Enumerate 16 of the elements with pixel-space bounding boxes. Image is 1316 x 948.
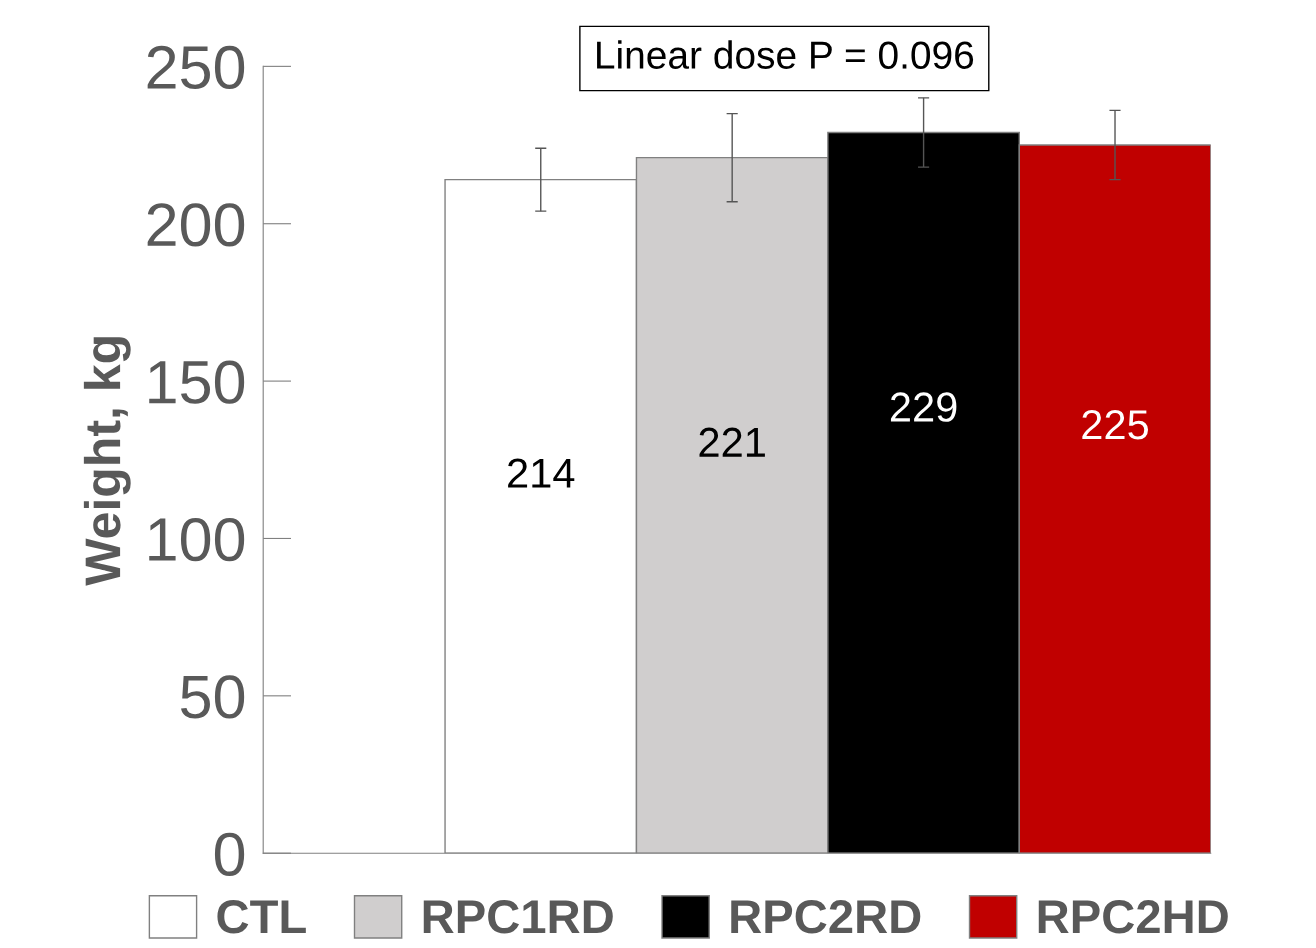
legend-label: RPC2RD: [731, 900, 921, 934]
y-axis-title: Weight, kg: [83, 337, 131, 586]
data-label: 229: [890, 392, 957, 422]
y-tick-label: 0: [214, 832, 245, 876]
annotation: Linear dose P = 0.096: [597, 40, 974, 69]
legend-label: CTL: [217, 900, 306, 934]
legend-label: RPC2HD: [1038, 900, 1228, 934]
y-tick-label: 250: [147, 45, 245, 90]
data-label: 225: [1082, 409, 1149, 440]
legend-label: RPC1RD: [423, 900, 613, 934]
y-tick-label: 50: [181, 675, 245, 719]
data-label: 221: [699, 427, 765, 457]
data-label: 214: [508, 458, 575, 488]
y-tick-label: 150: [149, 360, 245, 404]
y-tick-label: 100: [149, 517, 245, 562]
y-tick-label: 200: [147, 203, 245, 247]
